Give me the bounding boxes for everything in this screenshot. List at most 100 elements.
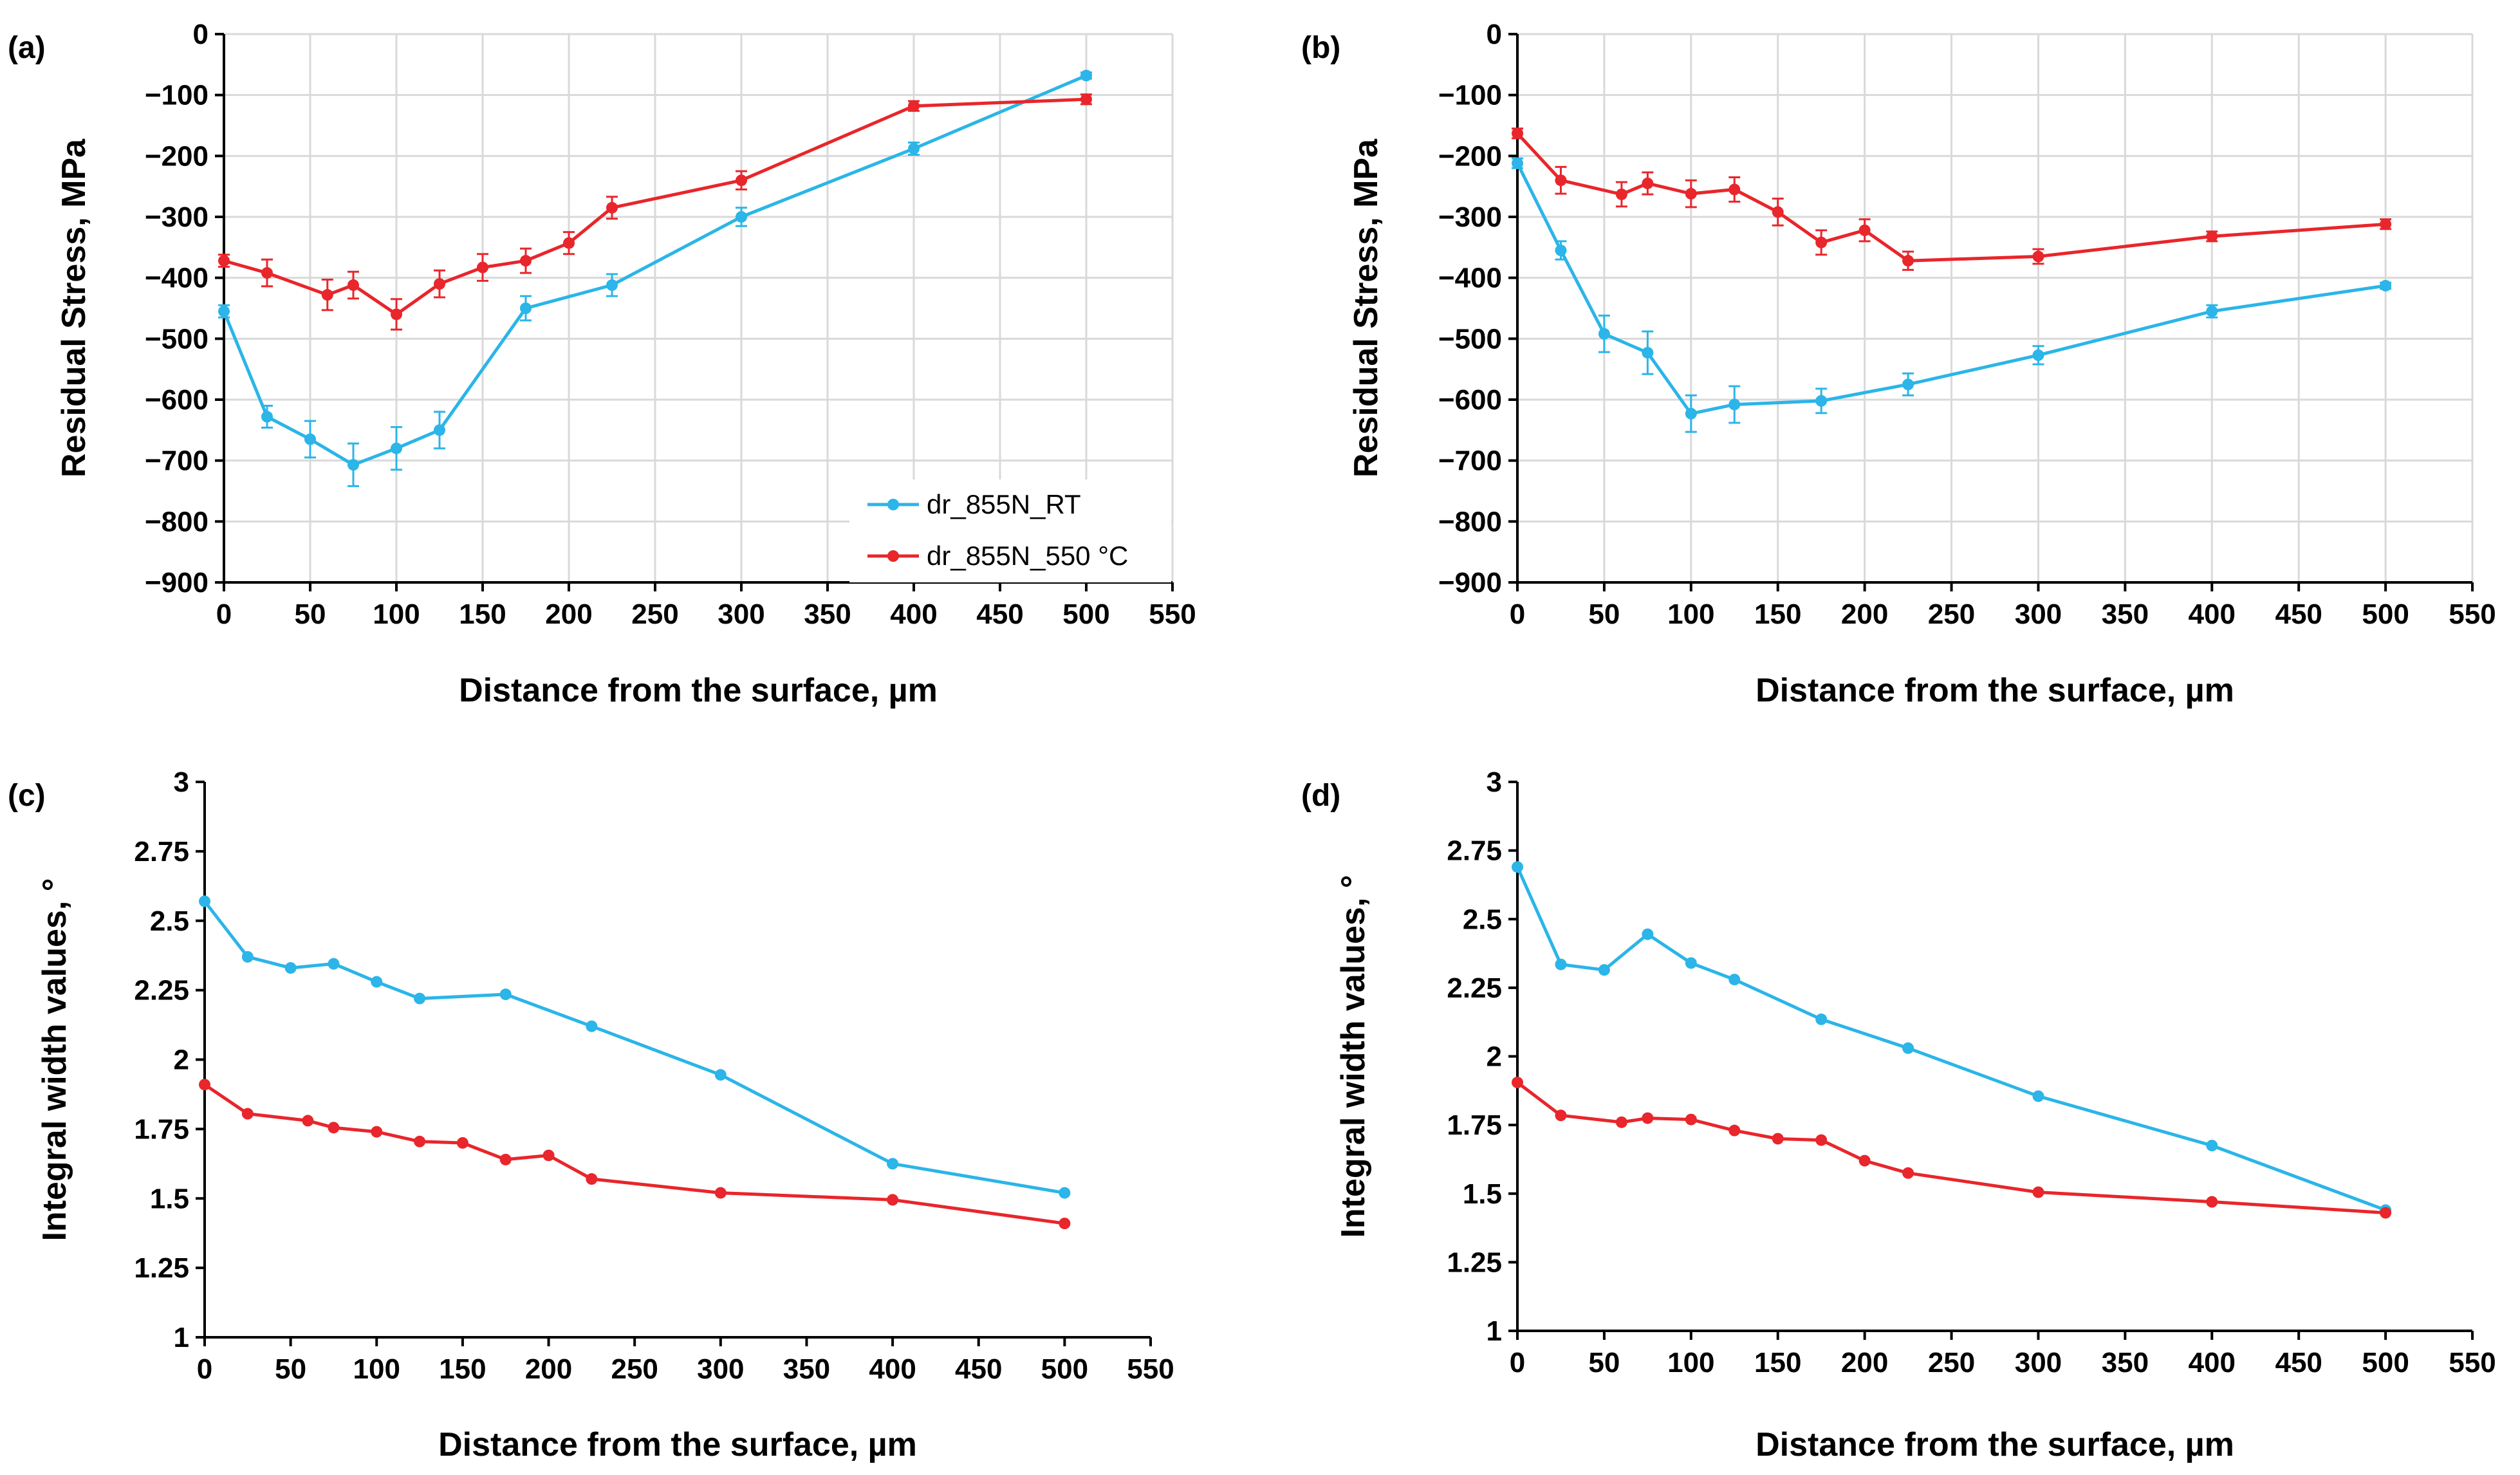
y-tick-label: 1 (174, 1322, 189, 1353)
x-tick-label: 200 (525, 1353, 572, 1385)
y-tick-label: −500 (145, 323, 208, 355)
data-point (1728, 183, 1741, 196)
data-point (414, 1135, 426, 1147)
series-line (203, 900, 1065, 1195)
data-point (328, 958, 340, 970)
panel-d-x-axis-label: Distance from the surface, µm (1756, 1426, 2234, 1463)
x-tick-label: 550 (1149, 598, 1196, 630)
data-point (477, 261, 488, 274)
data-point (736, 174, 747, 187)
x-tick-label: 300 (697, 1353, 744, 1385)
y-tick-label: −400 (1438, 263, 1502, 294)
data-point (284, 962, 297, 974)
series-line (1516, 1081, 2386, 1215)
data-point (434, 278, 445, 290)
data-point (499, 988, 512, 1001)
x-tick-label: 200 (1841, 598, 1888, 630)
data-point (328, 1122, 340, 1134)
legend-background (849, 479, 1171, 582)
panel-a-residual-stress-chart: 0 −100 −200 −300 −400 −500 −600 −700 −800 −900 0 50… (8, 19, 1196, 709)
y-tick-label: 2.5 (150, 905, 189, 937)
y-tick-label: −900 (1438, 567, 1502, 598)
panel-b-series (1512, 127, 2392, 433)
y-tick-label: −800 (145, 506, 208, 537)
panel-b-y-axis-label: Residual Stress, MPa (1348, 138, 1385, 478)
data-point (304, 433, 316, 445)
y-tick-label: −500 (1438, 323, 1502, 355)
panel-a-x-axis-label: Distance from the surface, µm (459, 672, 938, 709)
data-point (347, 279, 359, 292)
data-point (1512, 1077, 1523, 1089)
x-tick-label: 250 (1928, 598, 1975, 630)
panel-c-label: (c) (8, 779, 46, 813)
data-point (1598, 328, 1610, 340)
x-tick-label: 400 (869, 1353, 916, 1385)
data-point (371, 1126, 383, 1138)
data-point (2032, 349, 2044, 361)
x-tick-label: 0 (1510, 1347, 1525, 1378)
data-point (1642, 1112, 1654, 1124)
data-point (1728, 974, 1741, 986)
x-tick-label: 150 (1754, 598, 1801, 630)
x-tick-label: 300 (2015, 598, 2062, 630)
data-point (2380, 279, 2392, 292)
data-point (606, 279, 618, 292)
data-point (1902, 1042, 1914, 1054)
x-tick-label: 50 (1588, 1347, 1620, 1378)
y-tick-label: 0 (1487, 19, 1502, 50)
data-point (887, 1158, 899, 1170)
x-tick-label: 350 (2102, 1347, 2149, 1378)
data-point (520, 255, 532, 267)
data-point (1685, 1113, 1697, 1126)
x-tick-label: 150 (439, 1353, 486, 1385)
data-point (261, 267, 273, 279)
x-tick-label: 500 (2362, 1347, 2409, 1378)
data-point (1815, 1134, 1828, 1146)
data-point (2206, 1196, 2218, 1208)
y-tick-label: 2.75 (134, 836, 189, 867)
y-tick-label: −300 (1438, 201, 1502, 233)
x-tick-label: 550 (2449, 598, 2496, 630)
y-tick-label: −600 (1438, 384, 1502, 416)
series-rt (199, 895, 1071, 1199)
data-point (1685, 407, 1697, 420)
data-point (1815, 236, 1828, 248)
data-point (1815, 1013, 1828, 1025)
data-point (218, 255, 230, 267)
y-tick-label: 2.75 (1447, 835, 1502, 867)
y-tick-label: 1 (1487, 1315, 1502, 1347)
series-hot (218, 93, 1092, 331)
x-tick-label: 500 (1062, 598, 1109, 630)
y-tick-label: −100 (145, 80, 208, 111)
panel-d-y-axis-label: Integral width values, ° (1335, 875, 1372, 1238)
data-point (1512, 157, 1523, 169)
y-tick-label: 1.25 (1447, 1247, 1502, 1278)
panel-c-integral-width-chart: 3 2.75 2.5 2.25 2 1.75 1.5 1.25 10 50 100 150 200 250… (8, 766, 1174, 1463)
data-point (1555, 174, 1567, 187)
data-point (1858, 224, 1871, 236)
x-tick-label: 50 (295, 598, 326, 630)
data-point (714, 1187, 727, 1199)
panel-c-x-axis-label: Distance from the surface, µm (438, 1426, 917, 1463)
data-point (199, 895, 210, 907)
data-point (1512, 127, 1523, 140)
series-rt (1512, 861, 2392, 1216)
x-tick-label: 400 (890, 598, 937, 630)
data-point (2380, 1207, 2392, 1219)
y-tick-label: 2 (174, 1044, 189, 1076)
data-point (391, 442, 402, 454)
series-hot (1512, 127, 2392, 271)
data-point (1059, 1187, 1071, 1199)
x-tick-label: 350 (783, 1353, 830, 1385)
y-tick-label: 1.75 (1447, 1109, 1502, 1141)
x-tick-label: 450 (2275, 598, 2322, 630)
y-tick-label: 1.5 (150, 1183, 189, 1214)
panel-d-series (1512, 861, 2392, 1219)
data-point (1080, 93, 1092, 106)
panel-b-label: (b) (1301, 31, 1340, 65)
data-point (1615, 1116, 1627, 1128)
data-point (887, 1194, 899, 1206)
y-tick-label: −600 (145, 384, 208, 416)
data-point (2206, 230, 2218, 243)
panel-c-y-axis-label: Integral width values, ° (36, 878, 73, 1241)
